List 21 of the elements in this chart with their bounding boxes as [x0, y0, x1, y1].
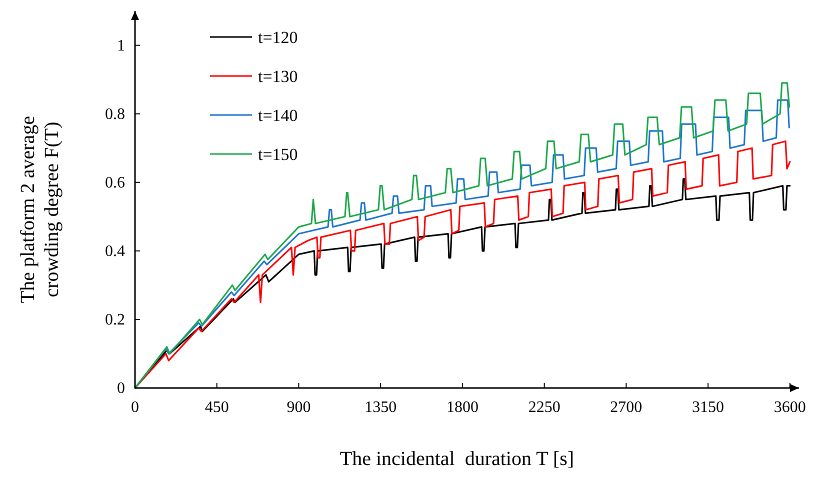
y-tick-label: 0.6	[105, 174, 125, 192]
x-tick-label: 2250	[528, 399, 560, 416]
x-tick-label: 900	[286, 399, 311, 416]
legend-label: t=140	[258, 106, 298, 125]
x-tick-label: 2700	[610, 399, 642, 416]
x-tick-label: 1800	[446, 399, 478, 416]
x-tick-label: 3600	[774, 399, 806, 416]
x-tick-label: 3150	[692, 399, 724, 416]
legend-label: t=130	[258, 67, 298, 86]
legend-label: t=150	[258, 145, 298, 164]
y-tick-label: 0.8	[105, 106, 125, 123]
x-tick-label: 450	[204, 399, 229, 416]
y-tick-label: 0	[117, 380, 125, 397]
y-tick-label: 0.2	[105, 311, 125, 328]
y-tick-label: 1	[117, 37, 125, 54]
y-tick-label: 0.4	[105, 242, 125, 260]
x-tick-label: 0	[131, 399, 139, 416]
legend-label: t=120	[258, 28, 298, 47]
y-axis-title: The platform 2 average crowding degree F(T)	[17, 116, 63, 304]
x-axis-title: The incidental duration T [s]	[340, 448, 574, 470]
x-tick-label: 1350	[364, 399, 397, 416]
